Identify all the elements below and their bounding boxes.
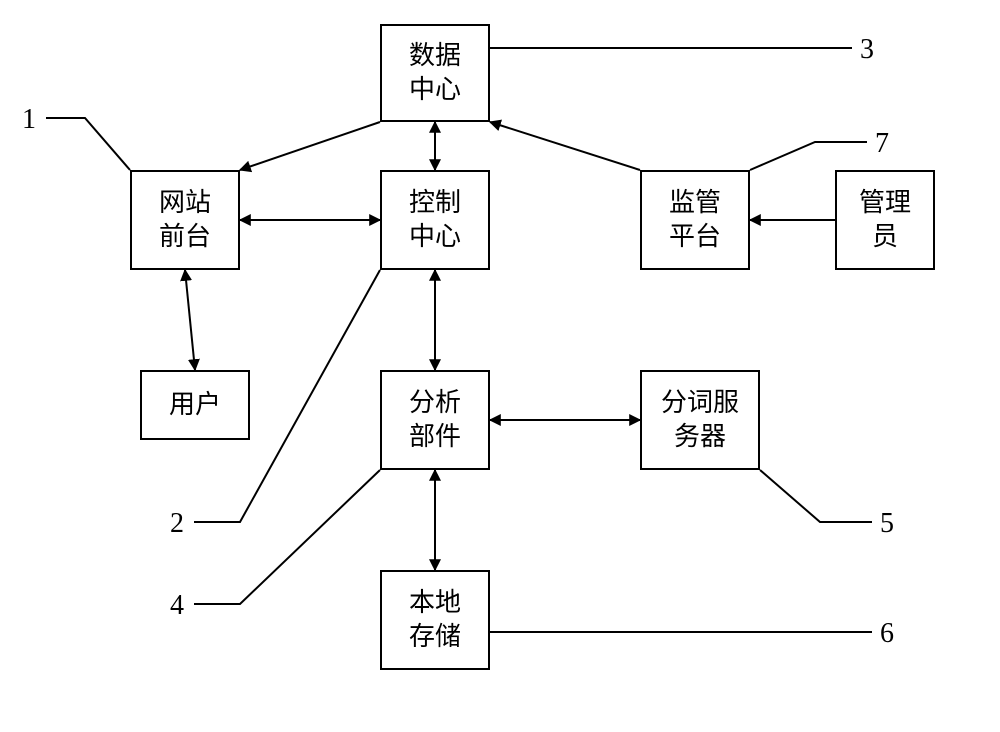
edges-layer [0, 0, 1000, 732]
callout-label-1: 1 [22, 104, 36, 136]
callout-label-5: 5 [880, 508, 894, 540]
node-label: 分析 部件 [409, 386, 461, 454]
callout-leader-1 [46, 118, 130, 170]
node-supervise: 监管 平台 [640, 170, 750, 270]
node-label: 用户 [169, 388, 221, 422]
node-control_center: 控制 中心 [380, 170, 490, 270]
node-label: 管理 员 [859, 186, 911, 254]
edge-supervise-data_center [490, 122, 640, 170]
node-label: 控制 中心 [409, 186, 461, 254]
node-local_store: 本地 存储 [380, 570, 490, 670]
callout-leader-7 [750, 142, 867, 170]
node-user: 用户 [140, 370, 250, 440]
callout-label-4: 4 [170, 590, 184, 622]
node-data_center: 数据 中心 [380, 24, 490, 122]
node-tokenizer: 分词服 务器 [640, 370, 760, 470]
node-analysis: 分析 部件 [380, 370, 490, 470]
callout-label-3: 3 [860, 34, 874, 66]
callout-leader-4 [194, 470, 380, 604]
node-label: 网站 前台 [159, 186, 211, 254]
callout-label-7: 7 [875, 128, 889, 160]
node-admin: 管理 员 [835, 170, 935, 270]
callout-label-6: 6 [880, 618, 894, 650]
diagram-canvas: 数据 中心网站 前台 控制 中心 监管 平台 管理 员用户 分析 部件 分词服 务器本地 … [0, 0, 1000, 732]
node-label: 监管 平台 [669, 186, 721, 254]
edge-web_front-user [185, 270, 195, 370]
node-label: 本地 存储 [409, 586, 461, 654]
node-web_front: 网站 前台 [130, 170, 240, 270]
edge-data_center-web_front [240, 122, 380, 170]
callout-leader-5 [760, 470, 872, 522]
node-label: 数据 中心 [409, 39, 461, 107]
callout-label-2: 2 [170, 508, 184, 540]
node-label: 分词服 务器 [661, 386, 739, 454]
